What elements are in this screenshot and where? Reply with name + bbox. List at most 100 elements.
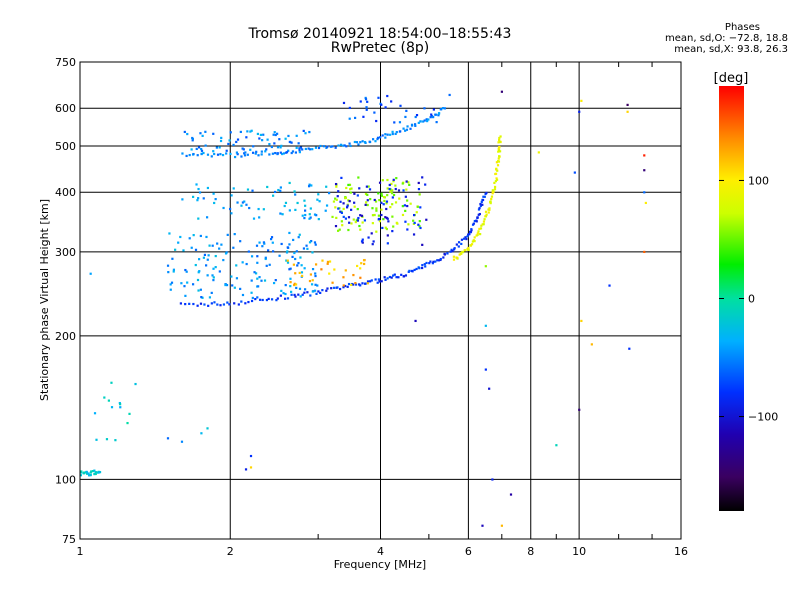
data-point [289,281,292,284]
data-point [373,198,376,202]
data-point [356,207,359,211]
data-point [236,153,239,156]
data-point [380,194,383,197]
data-point [285,259,288,262]
data-point [210,155,213,158]
data-point [386,242,389,245]
data-point [314,274,317,278]
data-point [479,227,483,230]
data-point [496,169,499,172]
data-point [290,290,293,293]
data-point [372,240,375,243]
data-point [418,225,421,228]
data-point [423,107,426,110]
data-point [415,211,418,214]
data-point [278,254,281,257]
data-point [263,242,266,245]
data-point [191,283,195,286]
data-point [293,251,296,255]
data-point [578,110,581,113]
data-point [243,200,246,203]
data-point [404,129,407,132]
data-point [365,106,368,109]
data-point [408,269,411,272]
data-point [299,295,302,298]
data-point [334,146,337,149]
data-point [369,197,372,201]
data-point [417,223,420,226]
data-point [404,209,407,213]
data-point [391,130,394,133]
data-point [497,157,500,160]
data-point [206,153,210,156]
data-point [473,219,476,223]
data-point [385,207,388,211]
data-point [347,282,351,286]
data-point [93,469,96,472]
data-point [357,143,360,146]
data-point [390,276,393,279]
data-point [247,300,250,304]
data-point [293,293,296,297]
data-point [197,197,200,200]
data-point [308,279,312,283]
data-point [235,151,239,154]
data-point [301,214,304,217]
data-point [359,100,362,103]
data-point [317,218,320,221]
data-point [376,281,379,284]
data-point [379,136,382,139]
data-point [249,148,252,151]
data-point [266,185,269,189]
colorbar-ticks: 100 0 −100 [719,174,778,424]
data-point [325,146,328,149]
data-point [294,193,297,196]
data-point [409,127,412,130]
data-point [364,96,367,100]
data-point [643,154,646,157]
data-point [364,203,367,206]
data-point [332,200,336,203]
data-point [388,183,391,187]
data-point [484,368,487,371]
data-point [375,230,378,233]
data-point [195,147,198,151]
data-point [196,278,200,282]
data-point [219,153,222,156]
data-point [498,138,501,142]
y-tick-label: 300 [55,246,76,259]
y-axis-label: Stationary phase Virtual Height [km] [38,199,51,401]
data-point [304,204,307,207]
data-point [281,213,284,216]
data-point [385,227,388,231]
colorbar-tick-label: 0 [748,293,755,306]
data-point [313,213,317,216]
data-point [260,153,263,156]
data-point [375,207,378,210]
data-point [417,181,420,185]
data-point [298,287,302,290]
data-point [426,119,429,123]
data-point [481,198,485,202]
data-point [299,256,302,259]
data-point [192,302,195,306]
data-point [298,233,301,236]
data-point [432,260,435,263]
data-point [380,201,383,204]
data-point [350,222,353,225]
data-point [363,262,366,266]
data-point [295,134,298,137]
data-point [419,206,422,209]
data-point [456,256,459,259]
data-point [192,195,195,198]
data-point [418,267,421,270]
data-point [199,302,203,305]
data-point [335,198,338,201]
data-point [319,144,322,148]
data-point [353,140,356,144]
data-point [214,254,217,258]
data-point [394,184,397,187]
data-point [360,240,364,243]
data-point [268,153,271,156]
data-point [362,115,365,118]
